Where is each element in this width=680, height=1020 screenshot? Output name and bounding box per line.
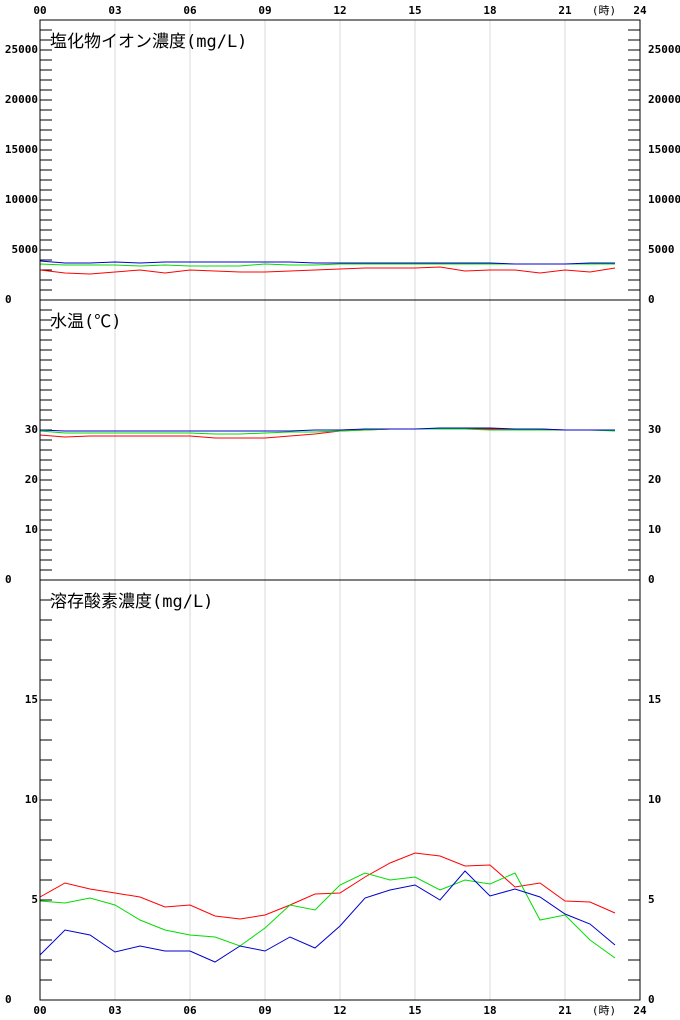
x-tick-label: 00 <box>33 4 46 17</box>
x-tick-label: 18 <box>483 1004 496 1017</box>
y-tick-label: 15000 <box>648 143 680 156</box>
y-tick-label: 10 <box>25 793 38 806</box>
x-tick-label: 21 <box>558 4 572 17</box>
panel-title: 溶存酸素濃度(mg/L) <box>50 592 213 612</box>
x-tick-label: 03 <box>108 1004 121 1017</box>
x-tick-label: 00 <box>33 1004 46 1017</box>
y-tick-label: 10 <box>25 523 38 536</box>
y-tick-label: 25000 <box>648 43 680 56</box>
x-tick-label: 12 <box>333 4 346 17</box>
y-tick-label: 0 <box>5 293 12 306</box>
y-tick-label: 10000 <box>648 193 680 206</box>
series-line <box>39 266 616 275</box>
y-tick-label: 10 <box>648 523 661 536</box>
y-tick-label: 20 <box>25 473 38 486</box>
y-tick-label: 5000 <box>12 243 39 256</box>
x-tick-label: 15 <box>408 4 421 17</box>
x-tick-label: 15 <box>408 1004 421 1017</box>
x-tick-label: 12 <box>333 1004 346 1017</box>
x-tick-label: 24 <box>633 1004 647 1017</box>
plot-frame <box>39 19 641 1001</box>
series-line <box>39 427 615 432</box>
series-line <box>39 260 615 265</box>
y-tick-label: 20000 <box>5 93 38 106</box>
y-tick-label: 5 <box>31 893 38 906</box>
y-tick-label: 15 <box>648 693 661 706</box>
y-tick-label: 0 <box>648 293 655 306</box>
y-tick-label: 10000 <box>5 193 38 206</box>
y-tick-label: 20000 <box>648 93 680 106</box>
series-line <box>39 428 616 435</box>
y-tick-label: 0 <box>5 573 12 586</box>
x-unit-label: (時) <box>592 1004 616 1017</box>
y-tick-label: 0 <box>648 573 655 586</box>
x-tick-label: 06 <box>183 4 197 17</box>
x-tick-label: 06 <box>183 1004 197 1017</box>
x-tick-label: 09 <box>258 4 271 17</box>
x-tick-label: 24 <box>633 4 647 17</box>
x-tick-label: 21 <box>558 1004 572 1017</box>
x-tick-label: 03 <box>108 4 121 17</box>
panel-title: 水温(℃) <box>50 312 121 332</box>
y-tick-label: 15 <box>25 693 38 706</box>
y-tick-label: 0 <box>5 993 12 1006</box>
y-tick-label: 30 <box>25 423 38 436</box>
y-tick-label: 5000 <box>648 243 675 256</box>
y-tick-label: 5 <box>648 893 655 906</box>
panel-title: 塩化物イオン濃度(mg/L) <box>50 32 247 52</box>
x-tick-label: 18 <box>483 4 496 17</box>
series-line <box>39 870 616 963</box>
x-tick-label: 09 <box>258 1004 271 1017</box>
series-line <box>39 852 616 920</box>
y-tick-label: 30 <box>648 423 661 436</box>
y-tick-label: 25000 <box>5 43 38 56</box>
y-tick-label: 0 <box>648 993 655 1006</box>
y-tick-label: 15000 <box>5 143 38 156</box>
x-unit-label: (時) <box>592 4 616 17</box>
series-line <box>39 872 616 959</box>
y-tick-label: 20 <box>648 473 661 486</box>
y-tick-label: 10 <box>648 793 661 806</box>
